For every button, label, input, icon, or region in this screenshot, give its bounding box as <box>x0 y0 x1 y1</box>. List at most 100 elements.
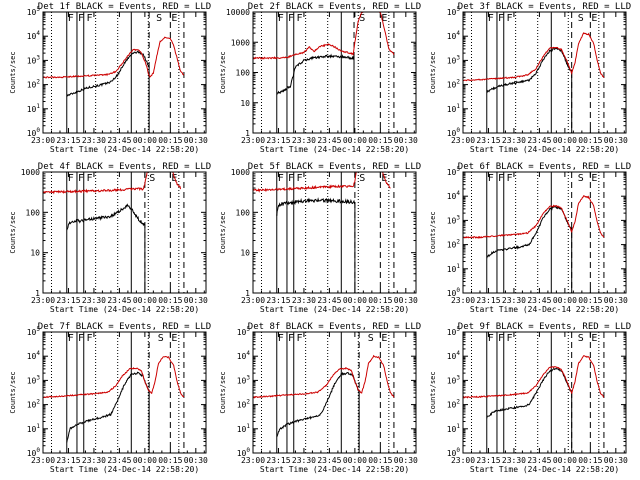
x-tick-label: 00:00 <box>133 136 157 145</box>
plot-frame <box>42 171 207 294</box>
plot-frame <box>462 331 627 454</box>
x-axis-label: Start Time (24-Dec-14 22:58:20) <box>50 145 199 154</box>
x-axis-label: Start Time (24-Dec-14 22:58:20) <box>260 145 409 154</box>
events-series-line <box>486 367 573 453</box>
events-series-line <box>486 47 573 133</box>
marker-letter: S <box>156 13 162 24</box>
y-axis-label: Counts/sec <box>9 211 17 253</box>
x-tick-label: 23:45 <box>107 136 131 145</box>
marker-letter: F <box>288 13 294 24</box>
x-tick-label: 00:30 <box>184 136 208 145</box>
y-tick-label: 100 <box>236 208 251 217</box>
marker-letter: F <box>86 173 92 184</box>
y-tick-label: 101 <box>27 423 41 434</box>
marker-letter: F <box>278 333 284 344</box>
x-tick-label: 23:45 <box>527 456 551 465</box>
plot-frame <box>252 11 417 134</box>
plot-frame <box>42 331 207 454</box>
y-tick-label: 100 <box>27 127 41 138</box>
marker-letter: F <box>68 333 74 344</box>
y-tick-label: 100 <box>237 447 251 458</box>
x-tick-label: 23:00 <box>451 456 475 465</box>
marker-letter: F <box>488 13 494 24</box>
x-tick-label: 00:00 <box>133 456 157 465</box>
plot-frame <box>462 11 627 134</box>
marker-letter: F <box>498 173 504 184</box>
lld-series-line <box>253 172 391 193</box>
marker-letter: E <box>171 13 177 24</box>
y-tick-label: 101 <box>447 423 461 434</box>
x-tick-label: 23:30 <box>502 296 526 305</box>
x-tick-label: 23:00 <box>241 456 265 465</box>
x-tick-label: 23:00 <box>451 296 475 305</box>
x-tick-label: 23:45 <box>527 136 551 145</box>
marker-letter: F <box>78 333 84 344</box>
plot-frame <box>462 171 627 294</box>
marker-letter: F <box>86 333 92 344</box>
lld-series-line <box>43 355 185 399</box>
marker-letter: F <box>78 173 84 184</box>
x-tick-label: 00:00 <box>343 136 367 145</box>
x-tick-label: 00:00 <box>553 456 577 465</box>
marker-letter: F <box>488 173 494 184</box>
marker-letter: F <box>498 333 504 344</box>
marker-letter: F <box>68 173 74 184</box>
y-tick-label: 104 <box>27 350 41 361</box>
y-tick-label: 1 <box>35 289 40 298</box>
detector-panel: Det 2f BLACK = Events, RED = LLD 1 10 100 10… <box>219 2 421 154</box>
y-tick-label: 100 <box>447 127 461 138</box>
marker-letter: S <box>368 333 374 344</box>
x-tick-label: 23:15 <box>476 296 500 305</box>
x-tick-label: 23:15 <box>56 456 80 465</box>
x-tick-label: 00:15 <box>368 296 392 305</box>
x-tick-label: 00:15 <box>578 456 602 465</box>
x-tick-label: 00:30 <box>604 456 628 465</box>
y-tick-label: 105 <box>27 6 41 17</box>
x-tick-label: 23:15 <box>266 136 290 145</box>
marker-letter: E <box>171 333 177 344</box>
x-tick-label: 23:45 <box>317 136 341 145</box>
x-tick-label: 23:15 <box>266 456 290 465</box>
marker-letter: F <box>278 13 284 24</box>
x-tick-label: 00:30 <box>184 296 208 305</box>
y-axis-label: Counts/sec <box>9 51 17 93</box>
events-series-line <box>66 371 150 453</box>
marker-letter: E <box>171 173 177 184</box>
marker-letter: E <box>591 173 597 184</box>
panel-title: Det 7f BLACK = Events, RED = LLD <box>38 322 211 332</box>
x-axis-label: Start Time (24-Dec-14 22:58:20) <box>50 305 199 314</box>
x-tick-label: 00:15 <box>158 456 182 465</box>
y-tick-label: 103 <box>447 214 461 225</box>
events-series-line <box>66 50 150 133</box>
events-series-line <box>276 371 360 453</box>
y-tick-label: 101 <box>27 103 41 114</box>
panel-title: Det 8f BLACK = Events, RED = LLD <box>248 322 421 332</box>
y-axis-label: Counts/sec <box>429 211 437 253</box>
plot-frame <box>42 11 207 134</box>
y-axis-label: Counts/sec <box>219 211 227 253</box>
y-tick-label: 105 <box>237 326 251 337</box>
panel-title: Det 4f BLACK = Events, RED = LLD <box>38 162 211 172</box>
marker-letter: S <box>578 333 584 344</box>
x-axis-label: Start Time (24-Dec-14 22:58:20) <box>470 145 619 154</box>
y-tick-label: 104 <box>447 190 461 201</box>
y-tick-label: 105 <box>447 6 461 17</box>
marker-letter: E <box>591 13 597 24</box>
marker-letter: F <box>296 333 302 344</box>
x-tick-label: 23:45 <box>107 456 131 465</box>
x-tick-label: 23:15 <box>266 296 290 305</box>
x-tick-label: 00:00 <box>553 136 577 145</box>
y-tick-label: 104 <box>237 350 251 361</box>
detector-panel: Det 9f BLACK = Events, RED = LLD 100 101 10… <box>429 322 631 474</box>
events-series-line <box>276 53 355 133</box>
x-tick-label: 00:30 <box>604 136 628 145</box>
x-tick-label: 23:00 <box>31 136 55 145</box>
lld-series-line <box>253 354 395 399</box>
y-axis-label: Counts/sec <box>429 51 437 93</box>
y-tick-label: 103 <box>27 374 41 385</box>
x-tick-label: 00:15 <box>368 136 392 145</box>
marker-letter: F <box>288 173 294 184</box>
y-tick-label: 101 <box>447 263 461 274</box>
x-tick-label: 00:00 <box>343 456 367 465</box>
y-axis-label: Counts/sec <box>219 51 227 93</box>
